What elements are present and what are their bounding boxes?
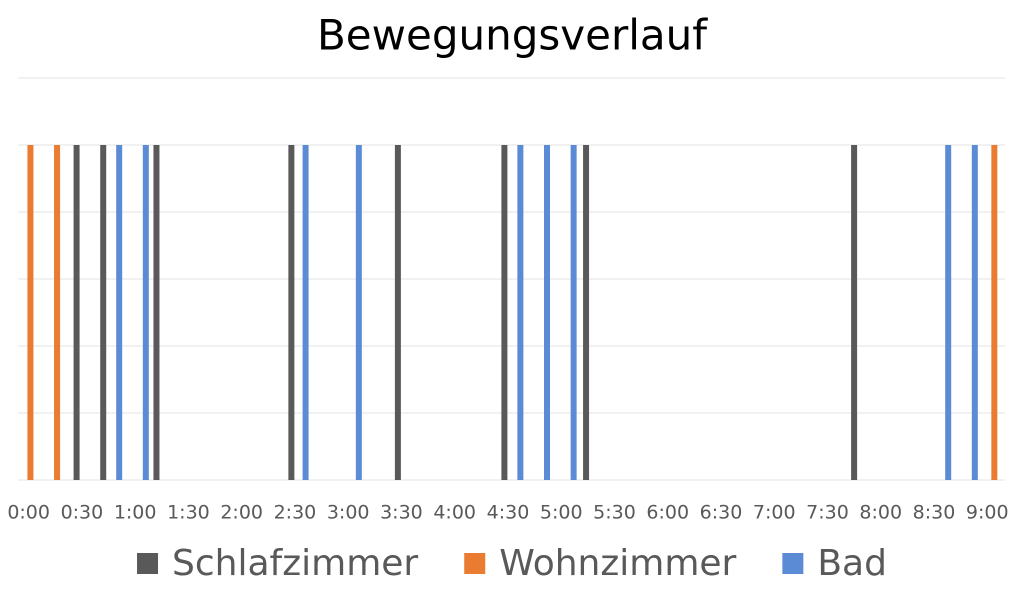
event-bar [302, 145, 309, 480]
event-bar [355, 145, 362, 480]
event-bar [73, 145, 80, 480]
x-tick-label: 1:30 [167, 502, 210, 524]
legend-swatch [782, 553, 804, 574]
event-bar [945, 145, 952, 480]
event-bar [517, 145, 524, 480]
x-tick-label: 6:00 [646, 502, 689, 524]
x-tick-label: 5:00 [540, 502, 583, 524]
x-tick-label: 1:00 [114, 502, 157, 524]
x-tick-label: 6:30 [700, 502, 743, 524]
event-bar [100, 145, 107, 480]
chart-title: Bewegungsverlauf [317, 11, 708, 60]
event-bar [142, 145, 149, 480]
legend-label: Schlafzimmer [172, 543, 418, 584]
event-bar [116, 145, 123, 480]
event-bar [394, 145, 401, 480]
event-bar [153, 145, 160, 480]
x-tick-label: 3:00 [327, 502, 370, 524]
event-bar [27, 145, 34, 480]
x-tick-label: 9:00 [966, 502, 1009, 524]
x-tick-label: 4:00 [433, 502, 476, 524]
event-bar [971, 145, 978, 480]
legend-label: Bad [817, 543, 887, 584]
event-bar [288, 145, 295, 480]
x-tick-label: 2:00 [220, 502, 263, 524]
event-bar [54, 145, 61, 480]
x-tick-label: 7:30 [806, 502, 849, 524]
x-tick-label: 4:30 [487, 502, 530, 524]
x-tick-label: 7:00 [753, 502, 796, 524]
legend-swatch [464, 553, 486, 574]
legend-swatch [137, 553, 159, 574]
event-bar [501, 145, 508, 480]
x-tick-label: 0:00 [7, 502, 50, 524]
x-tick-label: 0:30 [61, 502, 104, 524]
x-tick-label: 3:30 [380, 502, 423, 524]
event-bar [851, 145, 858, 480]
legend-label: Wohnzimmer [499, 543, 736, 584]
x-tick-label: 5:30 [593, 502, 636, 524]
event-bar [583, 145, 590, 480]
x-tick-label: 8:00 [859, 502, 902, 524]
event-bar [570, 145, 577, 480]
event-bar [991, 145, 998, 480]
event-bar [544, 145, 551, 480]
x-tick-label: 8:30 [913, 502, 956, 524]
x-tick-label: 2:30 [274, 502, 317, 524]
